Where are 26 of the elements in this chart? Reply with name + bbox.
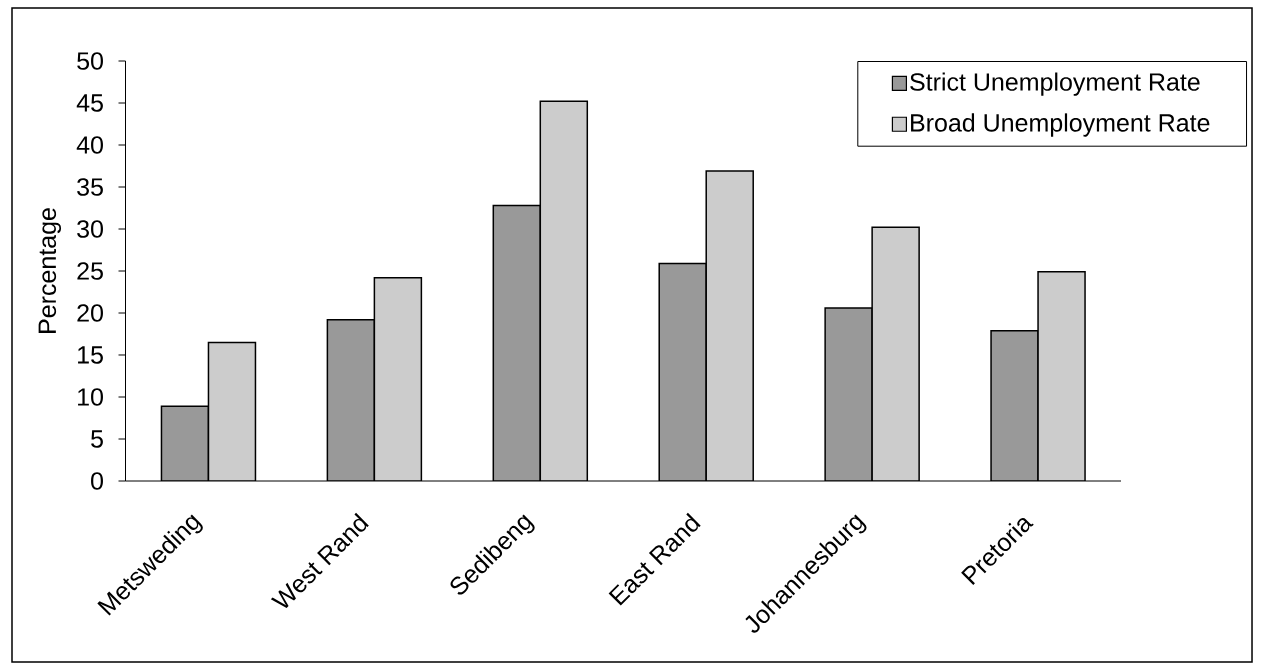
y-tick-label: 45 (76, 94, 103, 112)
bar (207, 341, 257, 481)
legend-label: Broad Unemployment Rate (911, 113, 1210, 137)
y-tick-label: 0 (91, 472, 103, 490)
bar (326, 318, 376, 481)
bar (824, 307, 873, 481)
bar (871, 226, 920, 481)
y-tick-label: 30 (77, 220, 103, 238)
y-tick-label: 20 (77, 304, 103, 322)
bar (990, 329, 1039, 481)
y-tick-label: 25 (77, 262, 103, 280)
bar (539, 100, 589, 481)
y-tick-label: 10 (78, 388, 103, 406)
y-tick-label: 50 (77, 52, 103, 70)
bar (1037, 271, 1086, 481)
bar (658, 262, 707, 481)
y-axis-title: Percentage (38, 208, 62, 333)
bar (373, 276, 423, 481)
bar (705, 170, 754, 481)
y-tick-label: 5 (91, 430, 103, 448)
y-tick-label: 15 (78, 346, 103, 364)
bar (492, 204, 542, 481)
y-tick-label: 35 (77, 178, 103, 196)
bar (160, 405, 210, 481)
y-tick-label: 40 (76, 136, 103, 154)
legend-label: Strict Unemployment Rate (910, 72, 1200, 96)
